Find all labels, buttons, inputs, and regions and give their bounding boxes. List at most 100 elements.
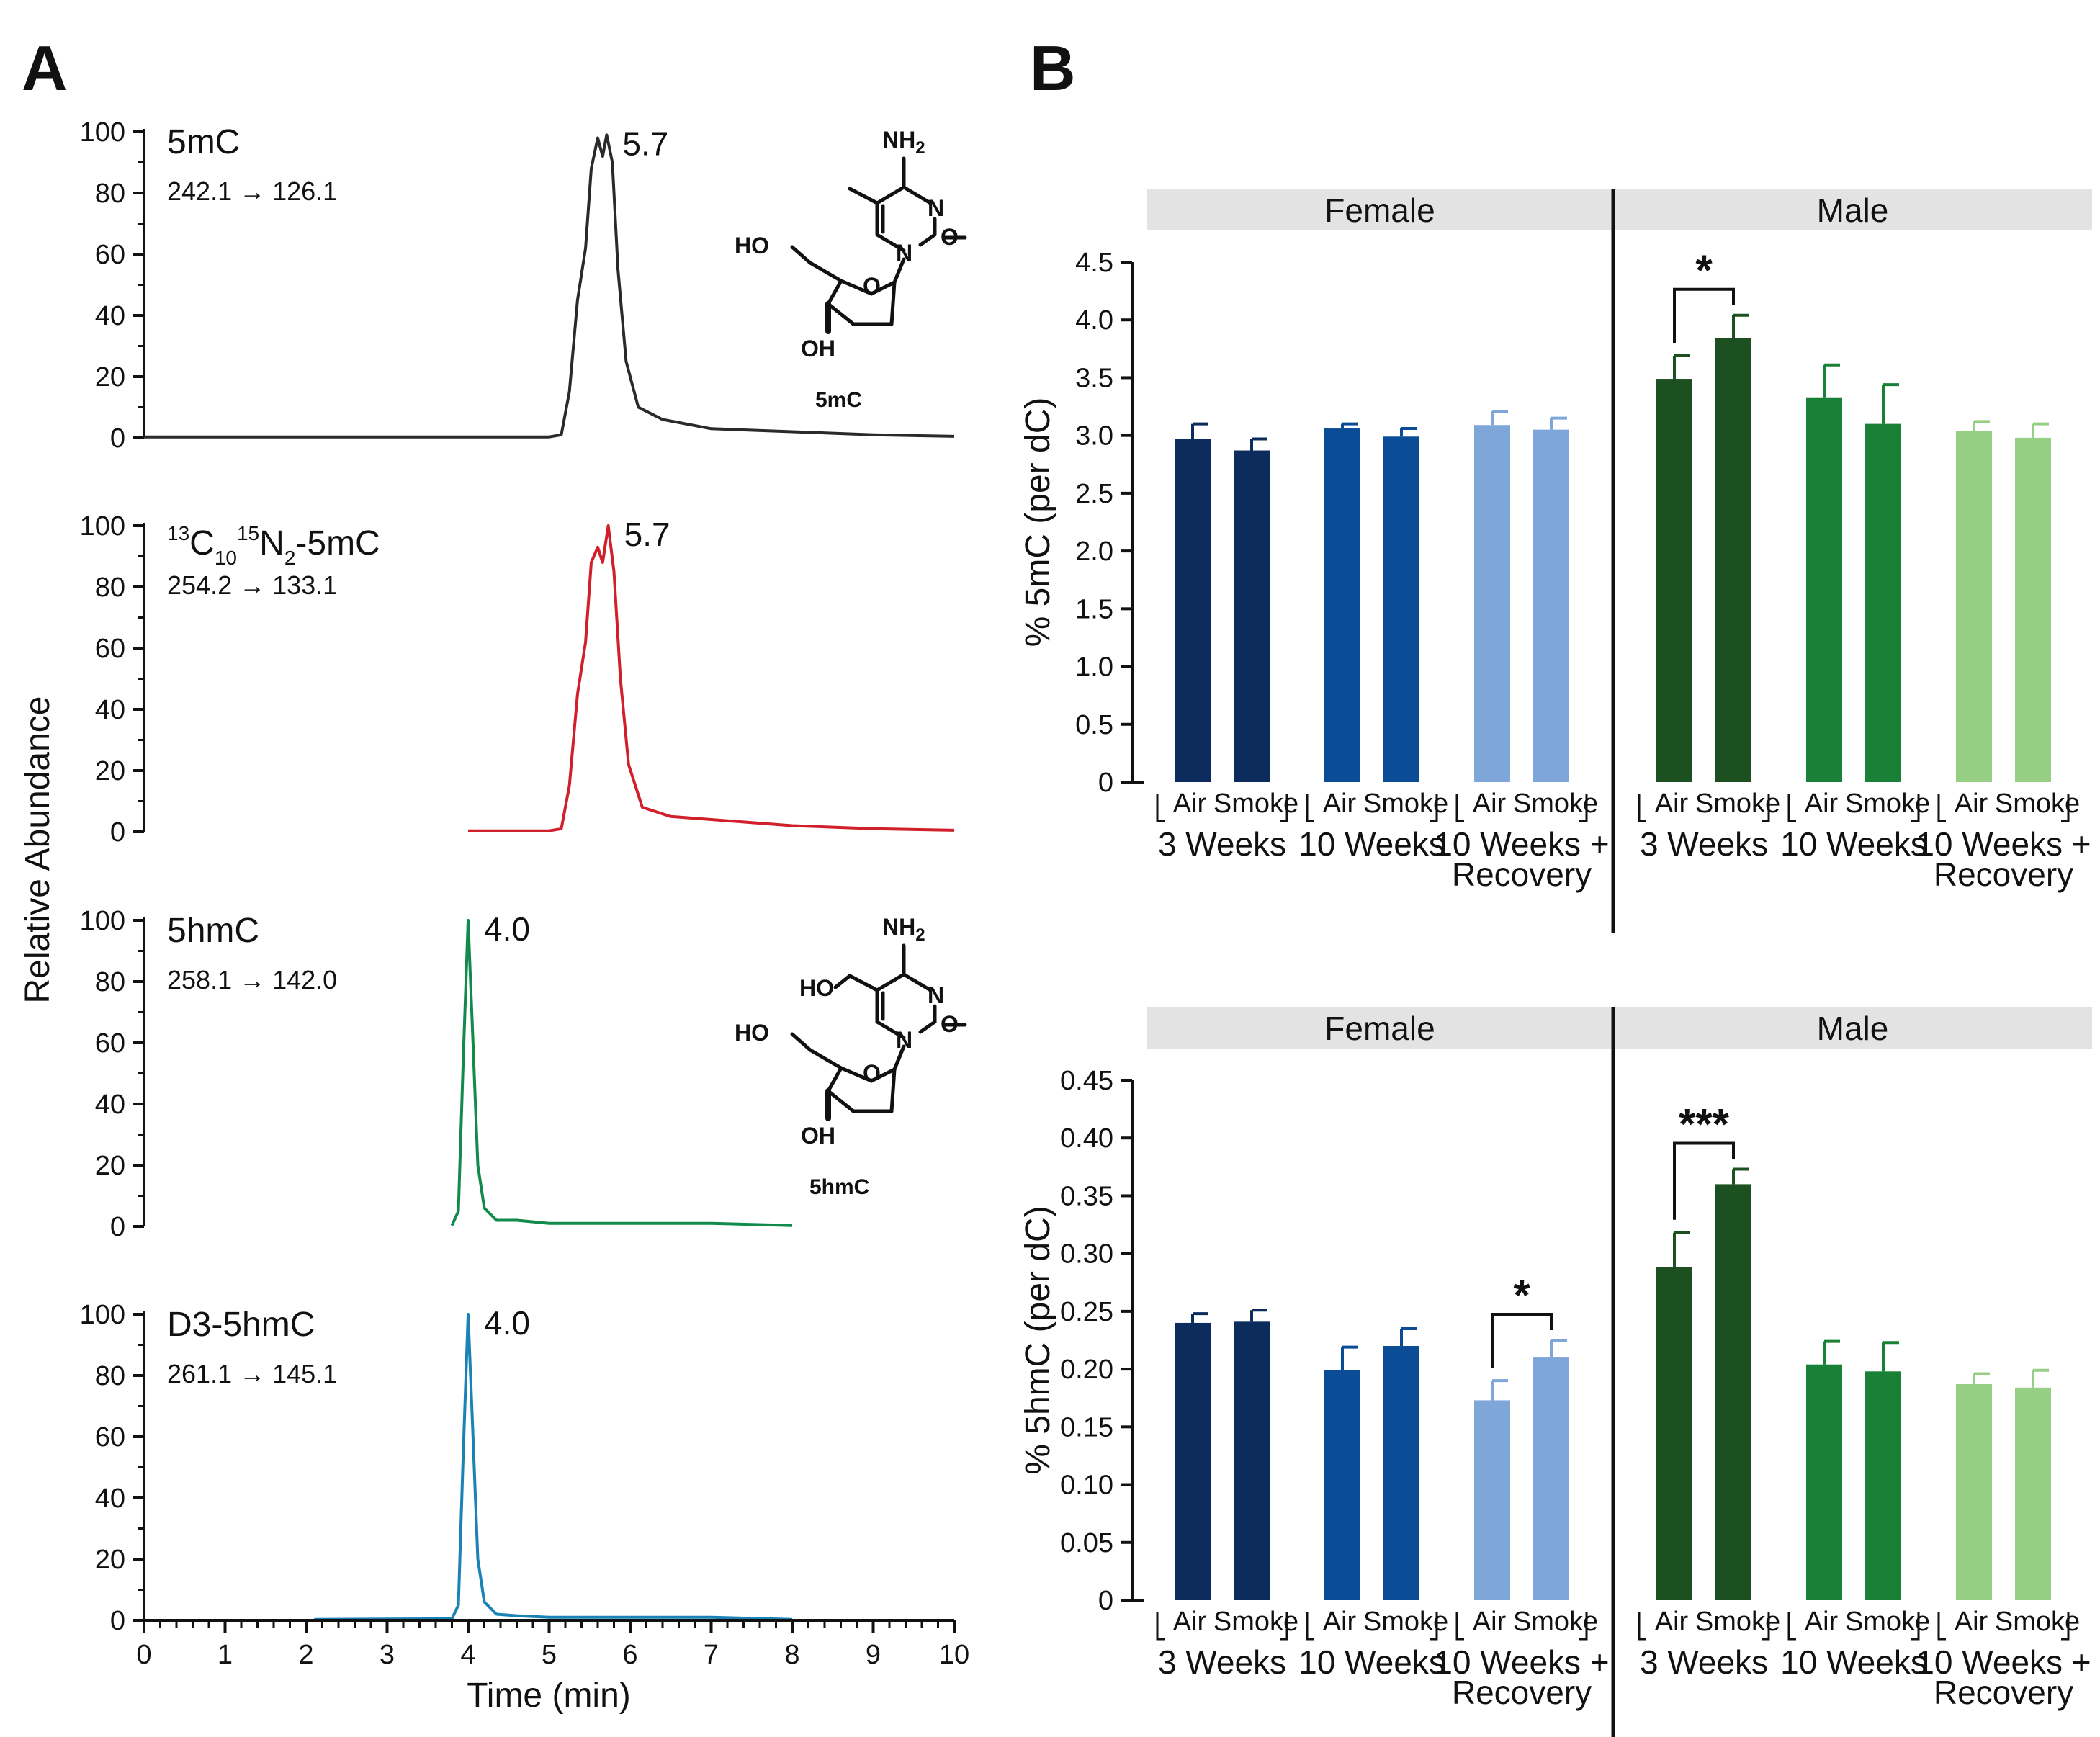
bar-6 xyxy=(1656,1267,1692,1600)
bar-6 xyxy=(1656,379,1692,782)
bar-label-air: Air xyxy=(1655,1607,1689,1637)
panel-a-xlabel: Time (min) xyxy=(467,1677,631,1715)
xtick-label: 1 xyxy=(217,1640,233,1670)
bar-3 xyxy=(1383,436,1419,782)
trace-1-line xyxy=(468,524,955,832)
ytick-label: 0.10 xyxy=(1060,1471,1113,1501)
bar-label-air: Air xyxy=(1805,1607,1839,1637)
bar-11 xyxy=(2015,1387,2051,1600)
bracket-right-4 xyxy=(1911,794,1920,822)
bracket-right-3 xyxy=(1762,1612,1770,1640)
bar-9 xyxy=(1865,423,1901,782)
bracket-right-5 xyxy=(2061,1612,2070,1640)
s5mc-nh2-sub: 2 xyxy=(915,138,925,158)
bracket-left-5 xyxy=(1937,1612,1946,1640)
group-label-1: 10 Weeks xyxy=(1298,1643,1445,1681)
bar-10 xyxy=(1956,1383,1992,1600)
ytick-label: 0.30 xyxy=(1060,1239,1113,1270)
bar-label-air: Air xyxy=(1473,789,1507,819)
group-label-5: 10 Weeks + xyxy=(1916,1643,2091,1681)
sig-label-0: * xyxy=(1513,1271,1530,1319)
bar-label-smoke: Smoke xyxy=(1213,789,1298,819)
trace-3-ytick-label: 100 xyxy=(80,1300,125,1330)
bar-label-smoke: Smoke xyxy=(1995,1607,2080,1637)
trace-0-ytick-label: 60 xyxy=(95,240,125,270)
group-label-2: 10 Weeks + xyxy=(1434,825,1609,863)
trace-3-name: D3-5hmC xyxy=(167,1306,315,1344)
iso-tail: -5mC xyxy=(295,524,380,562)
trace-1-ytick-label: 20 xyxy=(95,756,125,786)
ytick-label: 0 xyxy=(1098,768,1113,798)
group-label-2: Recovery xyxy=(1452,856,1592,893)
xtick-label: 7 xyxy=(704,1640,719,1670)
trace-2-peak-label: 4.0 xyxy=(484,910,530,948)
xtick-label: 4 xyxy=(460,1640,475,1670)
structure-5mc: NH2 N N O O HO OH 5mC xyxy=(735,127,967,412)
s5mc-name: 5mC xyxy=(815,388,862,412)
bar-label-air: Air xyxy=(1955,1607,1988,1637)
ytick-label: 0.20 xyxy=(1060,1355,1113,1385)
s5hmc-o2: O xyxy=(941,1011,959,1037)
group-label-4: 10 Weeks xyxy=(1780,825,1927,863)
group-label-3: 3 Weeks xyxy=(1640,1643,1768,1681)
group-label-3: 3 Weeks xyxy=(1640,825,1768,863)
group-label-0: 3 Weeks xyxy=(1158,1643,1286,1681)
bracket-left-1 xyxy=(1306,794,1314,822)
trace-2-ytick-label: 20 xyxy=(95,1151,125,1181)
trace-0-name: 5mC xyxy=(167,123,240,161)
s5hmc-oh: OH xyxy=(801,1123,835,1149)
bar-1 xyxy=(1234,1321,1270,1600)
trace-2-name: 5hmC xyxy=(167,912,259,950)
trace-0-ytick-label: 100 xyxy=(80,117,125,148)
bracket-right-2 xyxy=(1579,794,1588,822)
ytick-label: 0.40 xyxy=(1060,1123,1113,1154)
bracket-right-0 xyxy=(1280,1612,1288,1640)
sig-bracket-0 xyxy=(1673,287,1735,343)
bar-label-smoke: Smoke xyxy=(1513,1607,1598,1637)
trace-0-peak-label: 5.7 xyxy=(622,125,668,162)
group-label-4: 10 Weeks xyxy=(1780,1643,1927,1681)
bracket-left-0 xyxy=(1156,1612,1165,1640)
s5hmc-n3: N xyxy=(928,982,944,1008)
sig-bracket-0 xyxy=(1491,1313,1553,1368)
bar-label-air: Air xyxy=(1323,1607,1357,1637)
bar-5 xyxy=(1533,429,1569,782)
s5hmc-nh2-sub: 2 xyxy=(915,925,925,945)
ytick-label: 0.5 xyxy=(1075,710,1113,740)
trace-2-transition: 258.1 → 142.0 xyxy=(167,965,337,995)
s5hmc-ring-o: O xyxy=(863,1060,881,1086)
trace-3-ytick-label: 20 xyxy=(95,1545,125,1575)
xtick-label: 9 xyxy=(866,1640,881,1670)
facet-label-male: Male xyxy=(1817,192,1889,229)
s5mc-ring-o: O xyxy=(863,273,881,299)
group-label-1: 10 Weeks xyxy=(1298,825,1445,863)
panel-a-ylabel: Relative Abundance xyxy=(19,696,57,1004)
panel-b-5mc-chart: Female Male 0 0.5 1.0 1.5 2.0 2.5 3.0 3.5 4.0 4.5 % … xyxy=(1019,189,2092,933)
bracket-left-4 xyxy=(1787,1612,1796,1640)
trace-0-ytick-label: 40 xyxy=(95,301,125,331)
ytick-label: 0.35 xyxy=(1060,1181,1113,1211)
facet-label-male: Male xyxy=(1817,1010,1889,1047)
ytick-label: 0.45 xyxy=(1060,1066,1113,1096)
bar-label-smoke: Smoke xyxy=(1845,789,1930,819)
trace-1-peak-label: 5.7 xyxy=(624,516,670,553)
trace-1-ytick-label: 40 xyxy=(95,695,125,725)
bracket-right-1 xyxy=(1430,1612,1438,1640)
facet-label-female: Female xyxy=(1324,192,1435,229)
trace-2-name: 13C1015N2-5mC xyxy=(167,522,380,569)
s5hmc-nh2: NH2 xyxy=(882,914,925,945)
ytick-label: 4.0 xyxy=(1075,305,1113,336)
trace-2-ytick-label: 80 xyxy=(95,967,125,997)
bar-7 xyxy=(1715,1184,1751,1600)
bar-label-air: Air xyxy=(1805,789,1839,819)
bar-label-air: Air xyxy=(1323,789,1357,819)
panel-b-label: B xyxy=(1030,32,1076,104)
s5hmc-name: 5hmC xyxy=(809,1175,869,1199)
bracket-left-3 xyxy=(1638,794,1646,822)
trace-1-transition: 254.2 → 133.1 xyxy=(167,570,337,600)
bar-label-smoke: Smoke xyxy=(1363,789,1448,819)
bracket-right-1 xyxy=(1430,794,1438,822)
bar-label-smoke: Smoke xyxy=(1695,789,1780,819)
